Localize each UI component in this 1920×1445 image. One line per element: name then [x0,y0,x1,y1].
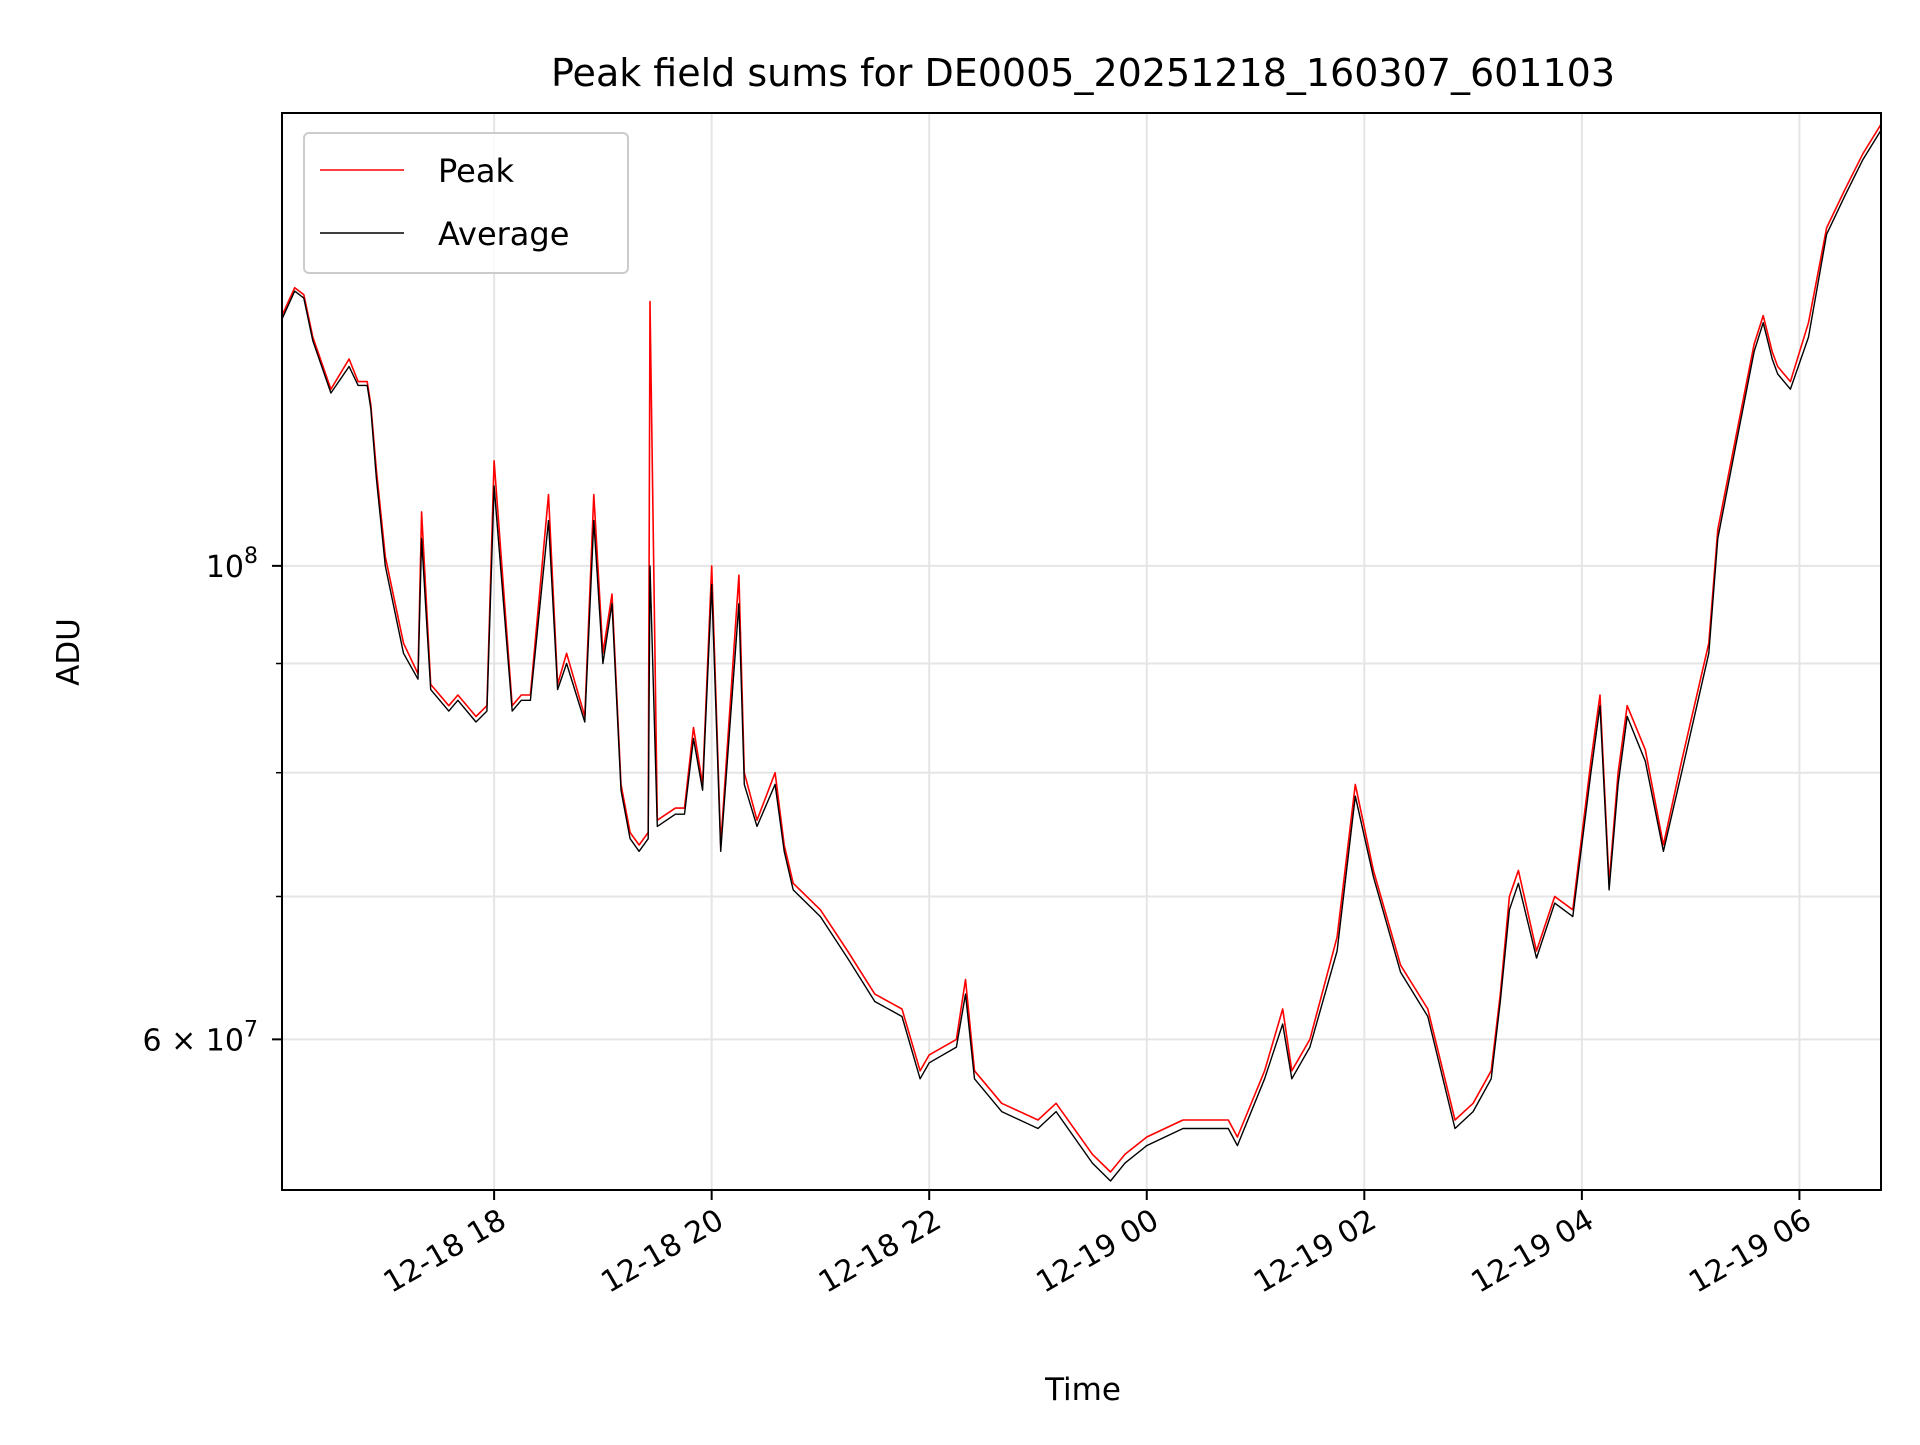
x-tick-label: 12-19 04 [1466,1203,1600,1301]
legend-label-peak: Peak [438,152,514,190]
chart-title: Peak field sums for DE0005_20251218_1603… [551,51,1615,95]
x-tick-label: 12-18 20 [595,1203,729,1301]
x-tick-label: 12-19 00 [1030,1203,1164,1301]
x-axis-label: Time [1044,1372,1121,1408]
x-tick-label: 12-18 18 [378,1203,512,1301]
y-axis-label: ADU [51,618,87,686]
y-tick-label-exponent: 7 [244,1017,258,1042]
legend-label-average: Average [438,215,569,253]
grid-lines [282,113,1881,1190]
series-line-average [281,129,1882,1182]
series-line-peak [281,123,1882,1173]
y-tick-label-base: 10 [206,550,244,585]
x-tick-label: 12-18 22 [813,1203,947,1301]
legend: Peak Average [303,132,629,274]
x-axis-ticks: 12-18 18 12-18 20 12-18 22 12-19 00 12-19 02… [378,1190,1817,1301]
x-tick-label: 12-19 06 [1683,1203,1817,1301]
y-axis-ticks: 6 × 107 108 [143,544,282,1058]
y-tick-label: 6 × 107 [143,1017,258,1058]
legend-box [303,132,629,274]
x-tick-label: 12-19 02 [1248,1203,1382,1301]
y-tick-label-exponent: 8 [244,544,258,569]
series-layer [281,123,1882,1182]
plot-frame [281,112,1882,1191]
y-tick-label-base: 6 × 10 [143,1023,244,1058]
y-tick-label: 108 [206,544,258,585]
